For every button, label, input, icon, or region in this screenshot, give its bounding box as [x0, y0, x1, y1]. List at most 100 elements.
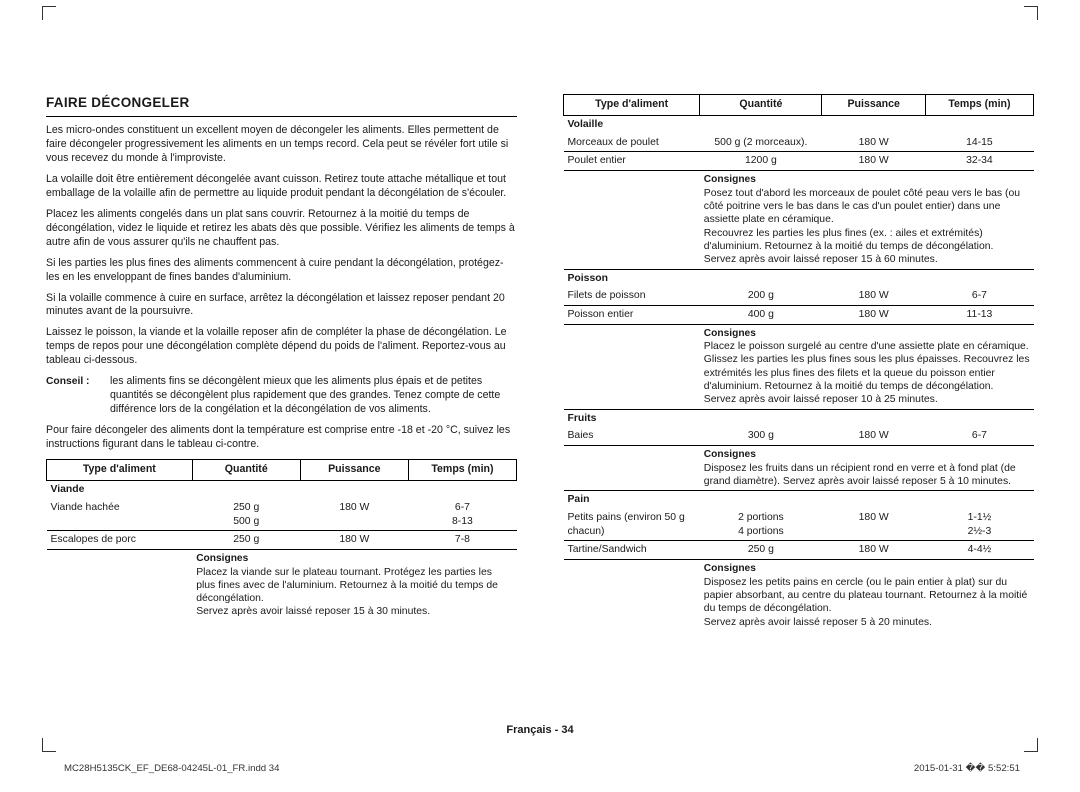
category-label: Pain — [564, 491, 1034, 509]
cell-pwr: 180 W — [822, 305, 925, 324]
cell-pwr: 180 W — [822, 152, 925, 171]
cell-time: 6-7 — [925, 287, 1033, 305]
instructions-cell: Consignes Placez la viande sur le platea… — [192, 550, 516, 621]
table-row: Morceaux de poulet 500 g (2 morceaux). 1… — [564, 134, 1034, 152]
cell-pwr: 180 W — [822, 287, 925, 305]
instructions-row: Consignes Disposez les petits pains en c… — [564, 560, 1034, 631]
section-title: FAIRE DÉCONGELER — [46, 94, 517, 117]
instructions-label: Consignes — [704, 562, 1030, 575]
table-row: Viande hachée 250 g 500 g 180 W 6-7 8-13 — [47, 499, 517, 531]
table-row: Petits pains (environ 50 g chacun) 2 por… — [564, 509, 1034, 541]
cell-name: Viande hachée — [47, 499, 193, 531]
col-header-time: Temps (min) — [408, 460, 516, 481]
instructions-label: Consignes — [196, 552, 512, 565]
cell-qty: 2 portions 4 portions — [700, 509, 822, 541]
cell-name: Poisson entier — [564, 305, 700, 324]
doc-timestamp: 2015-01-31 �� 5:52:51 — [914, 763, 1020, 774]
tip-body: les aliments fins se décongèlent mieux q… — [110, 375, 517, 417]
table-row: Escalopes de porc 250 g 180 W 7-8 — [47, 531, 517, 550]
cell-time: 1-1½ 2½-3 — [925, 509, 1033, 541]
cell-qty: 400 g — [700, 305, 822, 324]
defrost-table-right: Type d'aliment Quantité Puissance Temps … — [563, 94, 1034, 631]
instructions-spacer — [564, 324, 700, 409]
cell-name: Petits pains (environ 50 g chacun) — [564, 509, 700, 541]
instructions-body: Placez la viande sur le plateau tournant… — [196, 566, 512, 619]
cell-pwr: 180 W — [822, 134, 925, 152]
instructions-cell: Consignes Disposez les fruits dans un ré… — [700, 446, 1034, 491]
category-row: Fruits — [564, 409, 1034, 427]
cell-time: 6-7 8-13 — [408, 499, 516, 531]
category-row: Viande — [47, 481, 517, 499]
instructions-body: Placez le poisson surgelé au centre d'un… — [704, 340, 1030, 407]
category-label: Viande — [47, 481, 517, 499]
page-footer-meta: MC28H5135CK_EF_DE68-04245L-01_FR.indd 34… — [64, 763, 1020, 774]
instructions-row: Consignes Placez le poisson surgelé au c… — [564, 324, 1034, 409]
table-row: Tartine/Sandwich 250 g 180 W 4-4½ — [564, 541, 1034, 560]
cell-qty: 250 g — [192, 531, 300, 550]
cell-name: Morceaux de poulet — [564, 134, 700, 152]
intro-paragraph: Les micro-ondes constituent un excellent… — [46, 124, 517, 166]
instructions-cell: Consignes Posez tout d'abord les morceau… — [700, 171, 1034, 269]
instructions-cell: Consignes Disposez les petits pains en c… — [700, 560, 1034, 631]
tip-block: Conseil : les aliments fins se décongèle… — [46, 375, 517, 417]
cell-pwr: 180 W — [300, 531, 408, 550]
instructions-body: Posez tout d'abord les morceaux de poule… — [704, 187, 1030, 267]
cell-qty: 250 g 500 g — [192, 499, 300, 531]
body-paragraph: La volaille doit être entièrement décong… — [46, 173, 517, 201]
col-header-pwr: Puissance — [822, 95, 925, 116]
category-row: Poisson — [564, 269, 1034, 287]
cell-time: 11-13 — [925, 305, 1033, 324]
col-header-qty: Quantité — [700, 95, 822, 116]
cell-time: 7-8 — [408, 531, 516, 550]
cell-time: 32-34 — [925, 152, 1033, 171]
cell-name: Tartine/Sandwich — [564, 541, 700, 560]
cell-time: 6-7 — [925, 427, 1033, 445]
col-header-qty: Quantité — [192, 460, 300, 481]
instructions-row: Consignes Posez tout d'abord les morceau… — [564, 171, 1034, 269]
instructions-spacer — [564, 446, 700, 491]
cell-name: Baies — [564, 427, 700, 445]
cell-pwr: 180 W — [822, 509, 925, 541]
body-paragraph: Si les parties les plus fines des alimen… — [46, 257, 517, 285]
page-footer-center: Français - 34 — [0, 724, 1080, 736]
instructions-spacer — [564, 171, 700, 269]
instructions-row: Consignes Placez la viande sur le platea… — [47, 550, 517, 621]
instructions-row: Consignes Disposez les fruits dans un ré… — [564, 446, 1034, 491]
cell-name: Escalopes de porc — [47, 531, 193, 550]
instructions-spacer — [564, 560, 700, 631]
manual-page: FAIRE DÉCONGELER Les micro-ondes constit… — [0, 0, 1080, 792]
category-row: Pain — [564, 491, 1034, 509]
cell-name: Poulet entier — [564, 152, 700, 171]
cell-time: 14-15 — [925, 134, 1033, 152]
crop-mark — [42, 6, 56, 20]
left-column: FAIRE DÉCONGELER Les micro-ondes constit… — [46, 94, 517, 631]
instructions-body: Disposez les fruits dans un récipient ro… — [704, 462, 1030, 489]
instructions-label: Consignes — [704, 173, 1030, 186]
tip-label: Conseil : — [46, 375, 110, 417]
col-header-pwr: Puissance — [300, 460, 408, 481]
cell-name: Filets de poisson — [564, 287, 700, 305]
table-header-row: Type d'aliment Quantité Puissance Temps … — [47, 460, 517, 481]
category-row: Volaille — [564, 115, 1034, 133]
cell-pwr: 180 W — [822, 427, 925, 445]
category-label: Fruits — [564, 409, 1034, 427]
instructions-label: Consignes — [704, 327, 1030, 340]
category-label: Poisson — [564, 269, 1034, 287]
content-columns: FAIRE DÉCONGELER Les micro-ondes constit… — [46, 30, 1034, 631]
category-label: Volaille — [564, 115, 1034, 133]
crop-mark — [1024, 738, 1038, 752]
defrost-table-left: Type d'aliment Quantité Puissance Temps … — [46, 459, 517, 621]
instructions-body: Disposez les petits pains en cercle (ou … — [704, 576, 1030, 629]
crop-mark — [1024, 6, 1038, 20]
table-header-row: Type d'aliment Quantité Puissance Temps … — [564, 95, 1034, 116]
cell-qty: 500 g (2 morceaux). — [700, 134, 822, 152]
crop-mark — [42, 738, 56, 752]
cell-qty: 300 g — [700, 427, 822, 445]
body-paragraph: Si la volaille commence à cuire en surfa… — [46, 292, 517, 320]
col-header-type: Type d'aliment — [564, 95, 700, 116]
cell-qty: 1200 g — [700, 152, 822, 171]
cell-pwr: 180 W — [822, 541, 925, 560]
table-row: Filets de poisson 200 g 180 W 6-7 — [564, 287, 1034, 305]
instructions-label: Consignes — [704, 448, 1030, 461]
col-header-time: Temps (min) — [925, 95, 1033, 116]
